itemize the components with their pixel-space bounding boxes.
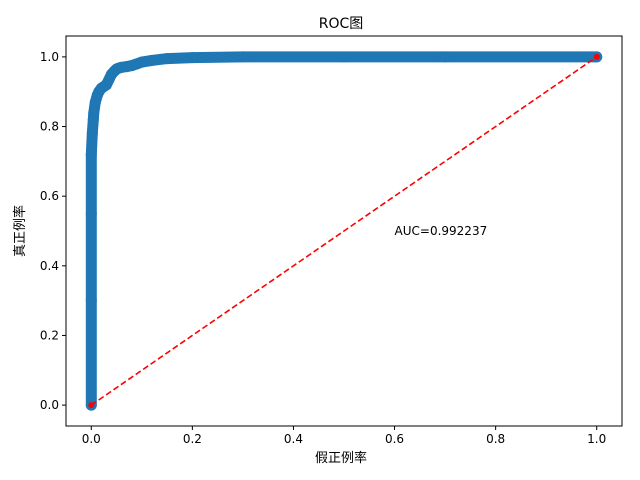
diagonal-endpoint [593, 53, 600, 60]
x-tick-label: 1.0 [587, 432, 606, 446]
x-tick-label: 0.2 [183, 432, 202, 446]
y-axis-title: 真正例率 [12, 205, 28, 257]
roc-point [237, 51, 249, 63]
roc-point [86, 128, 98, 139]
y-tick-label: 0.0 [40, 398, 59, 412]
roc-point [85, 208, 97, 220]
roc-point [88, 107, 100, 119]
chart-title: ROC图 [319, 16, 364, 32]
y-tick-label: 0.4 [40, 259, 59, 273]
roc-point [146, 54, 158, 66]
x-tick-label: 0.6 [385, 432, 404, 446]
roc-point [439, 51, 451, 63]
roc-point [161, 53, 173, 65]
y-tick-label: 1.0 [40, 50, 59, 64]
roc-point [186, 52, 198, 64]
auc-annotation: AUC=0.992237 [395, 224, 488, 238]
y-tick-label: 0.6 [40, 189, 59, 203]
x-tick-label: 0.0 [82, 432, 101, 446]
x-tick-label: 0.8 [486, 432, 505, 446]
x-axis-title: 假正例率 [315, 450, 367, 466]
axes-frame [65, 35, 623, 427]
x-tick-label: 0.4 [284, 432, 303, 446]
diagonal-reference-line [90, 56, 598, 406]
plot-area: 0.0 0.2 0.4 0.6 0.8 1.0 0.0 0.2 0.4 0.6 0.8 1.0 AUC=… [40, 35, 623, 446]
y-tick-label: 0.2 [40, 328, 59, 342]
roc-point [136, 56, 148, 68]
roc-point [85, 295, 97, 307]
roc-point [338, 51, 350, 63]
roc-point [85, 148, 97, 160]
y-tick-label: 0.8 [40, 120, 59, 134]
diagonal-endpoint [88, 402, 95, 409]
